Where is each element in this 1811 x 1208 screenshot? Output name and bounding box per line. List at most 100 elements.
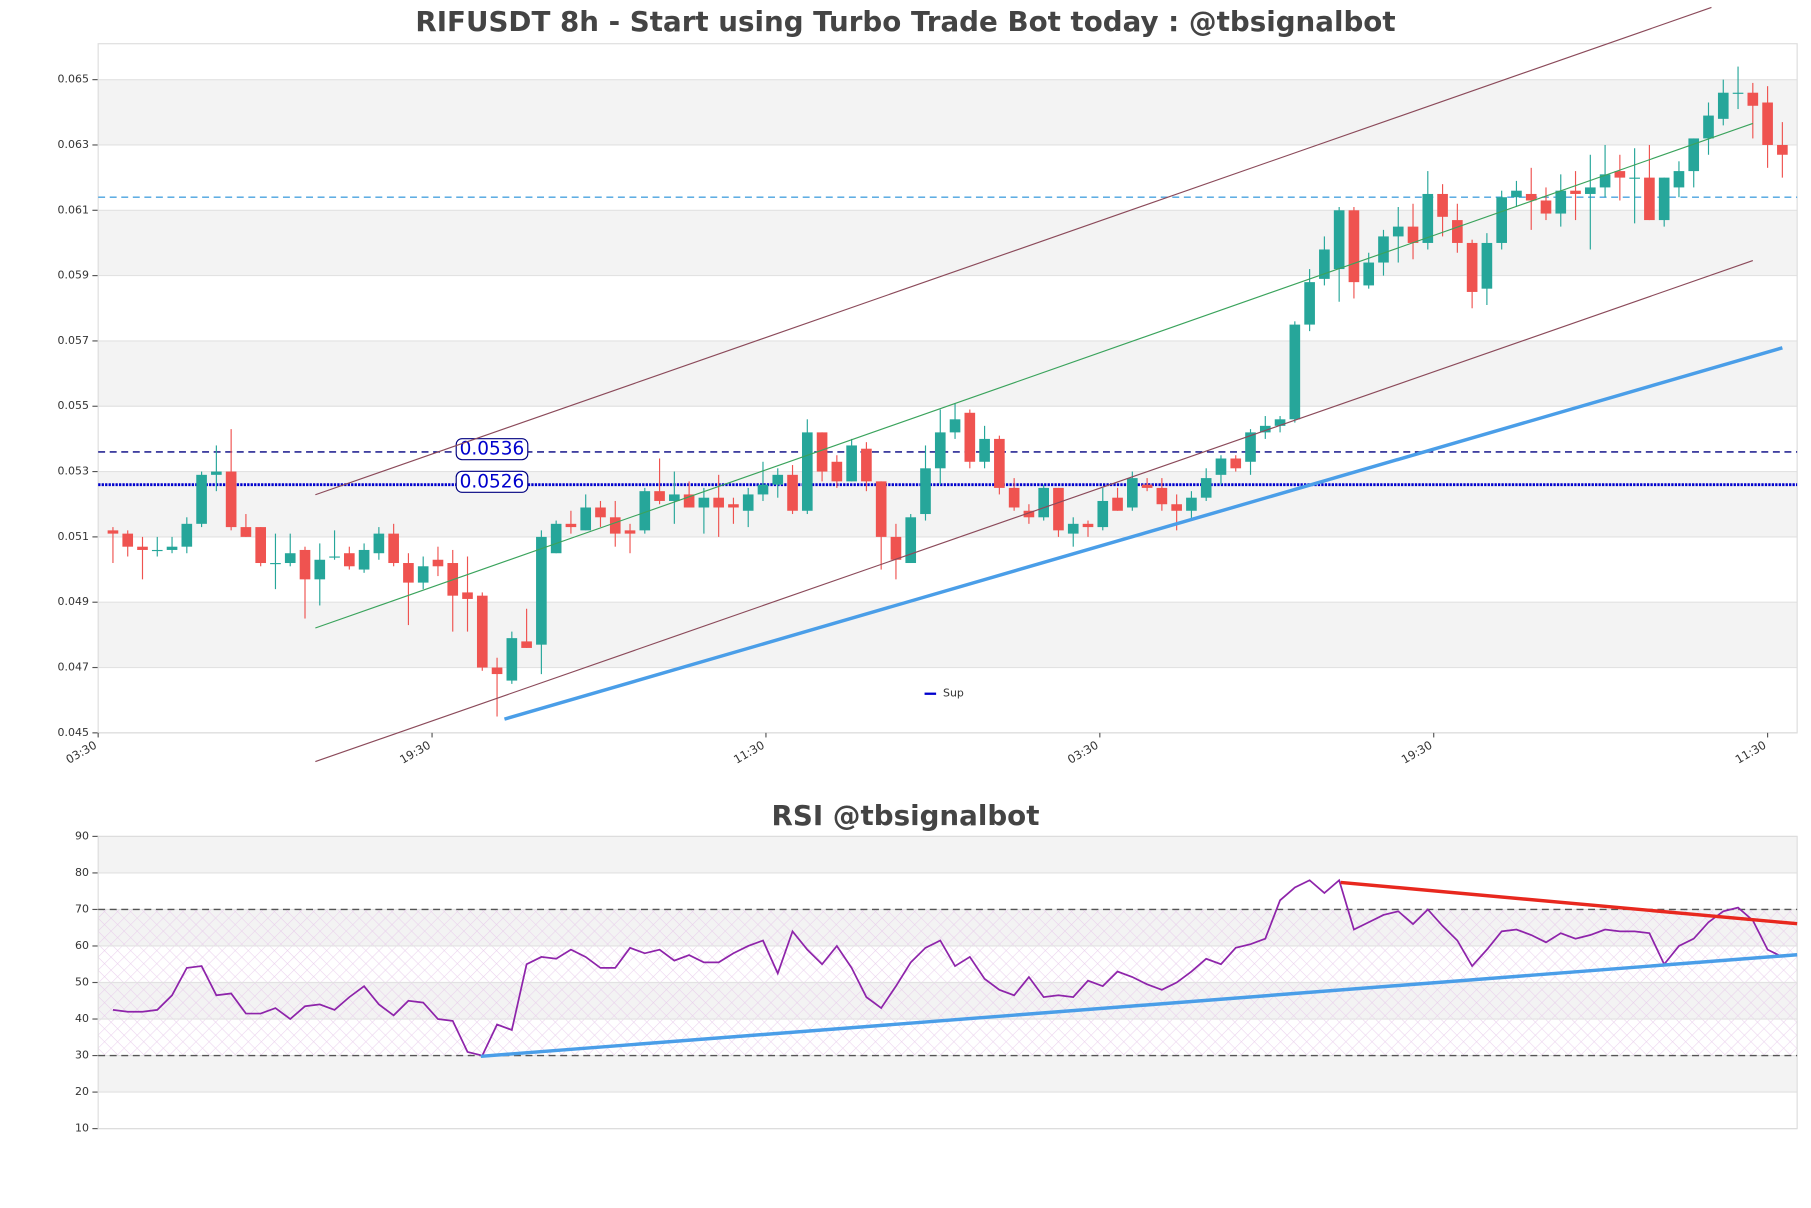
legend-label: Sup: [943, 687, 964, 700]
y-tick-label: 0.051: [58, 530, 89, 543]
x-tick-label: 11:30: [1733, 738, 1769, 767]
candle-body: [1127, 478, 1138, 508]
y-tick-label: 60: [75, 939, 89, 952]
candle-body: [1215, 458, 1227, 475]
candle-body: [905, 517, 917, 564]
candle-body: [1333, 210, 1345, 270]
candle-body: [373, 533, 385, 554]
y-tick-label: 0.047: [58, 661, 89, 674]
y-tick-label: 50: [75, 976, 89, 989]
y-tick-label: 70: [75, 902, 89, 915]
candle-body: [1392, 226, 1404, 237]
candle-body: [491, 667, 503, 675]
level-label-box: [455, 470, 529, 493]
candle-body: [344, 553, 355, 567]
candle-body: [772, 474, 784, 485]
y-tick-label: 0.061: [58, 203, 89, 216]
level-label: 0.0526: [460, 471, 525, 492]
trend-line: [1340, 880, 1798, 926]
y-tick-label: 90: [75, 829, 89, 842]
x-tick-label: 03:30: [63, 738, 99, 767]
level-label-box: [455, 438, 529, 461]
panel: 10 20 30 40 50 60 70 80 90: [75, 829, 1798, 1135]
candle-body: [1644, 177, 1655, 221]
trend-line: [315, 6, 1712, 496]
candle-body: [1614, 171, 1626, 178]
candle-body: [225, 471, 237, 528]
candle-body: [417, 566, 429, 583]
candle-body: [949, 419, 961, 433]
candle-body: [462, 592, 473, 599]
candle-body: [920, 468, 931, 515]
y-tick-label: 10: [75, 1122, 89, 1135]
candle-body: [1437, 193, 1448, 217]
y-tick-label: 30: [75, 1049, 89, 1062]
y-tick-label: 0.057: [58, 334, 89, 347]
candle-body: [1466, 242, 1478, 292]
candle-body: [1732, 92, 1744, 94]
candle-body: [1245, 432, 1256, 462]
candle-body: [801, 432, 813, 511]
candle-body: [536, 536, 547, 645]
band: [98, 836, 1798, 873]
y-tick-label: 0.065: [58, 73, 89, 86]
candle-body: [1200, 478, 1212, 498]
candle-body: [1082, 523, 1094, 528]
candle-body: [1762, 102, 1773, 145]
y-tick-label: 0.053: [58, 465, 89, 478]
candle-body: [683, 494, 695, 508]
candle-body: [1658, 177, 1670, 221]
candle-body: [1525, 193, 1537, 201]
candle-body: [994, 438, 1005, 488]
candle-body: [1230, 458, 1242, 469]
y-tick-label: 0.045: [58, 726, 89, 739]
candle-body: [1422, 193, 1434, 243]
candle-body: [1747, 92, 1759, 106]
candle-body: [1584, 187, 1596, 194]
y-tick-label: 40: [75, 1012, 89, 1025]
candle-body: [1511, 190, 1522, 198]
x-tick-label: 19:30: [397, 738, 433, 767]
candle-body: [846, 445, 857, 482]
candle-body: [151, 549, 163, 552]
candle-body: [1171, 504, 1182, 511]
band: [98, 1055, 1798, 1093]
candle-body: [1053, 487, 1064, 531]
candle-body: [1703, 115, 1714, 139]
candle-body: [1038, 487, 1050, 518]
candle-body: [934, 432, 946, 469]
candle-body: [255, 527, 267, 564]
candle-body: [521, 641, 532, 648]
candle-body: [1186, 497, 1197, 511]
candle-body: [742, 494, 754, 511]
candle-body: [580, 507, 592, 531]
candle-body: [432, 559, 444, 567]
candle-body: [1319, 249, 1330, 279]
candle-body: [1673, 171, 1685, 188]
candle-body: [358, 549, 370, 570]
candle-body: [979, 438, 990, 462]
rsi-line: [112, 878, 1783, 1057]
trend-line: [480, 953, 1798, 1059]
candle-body: [1407, 226, 1419, 243]
candle-body: [181, 523, 193, 547]
panel: 0.045 0.047 0.049 0.051 0.053 0.055 0.057 0.059…: [58, 6, 1798, 767]
x-tick-label: 11:30: [731, 738, 767, 767]
candle-body: [1540, 200, 1552, 214]
candle-body: [1378, 236, 1389, 263]
band: [98, 79, 1798, 145]
candle-body: [476, 595, 488, 668]
candle-body: [122, 533, 134, 547]
candle-body: [1777, 144, 1788, 155]
y-tick-label: 0.049: [58, 595, 89, 608]
candle-body: [196, 474, 207, 524]
candle-body: [137, 546, 148, 550]
candle-body: [1097, 500, 1109, 528]
candle-body: [299, 549, 311, 580]
candle-body: [1599, 174, 1611, 188]
candle-body: [270, 563, 281, 565]
candle-body: [1156, 487, 1168, 505]
band: [98, 340, 1798, 407]
y-tick-label: 0.055: [58, 399, 89, 412]
